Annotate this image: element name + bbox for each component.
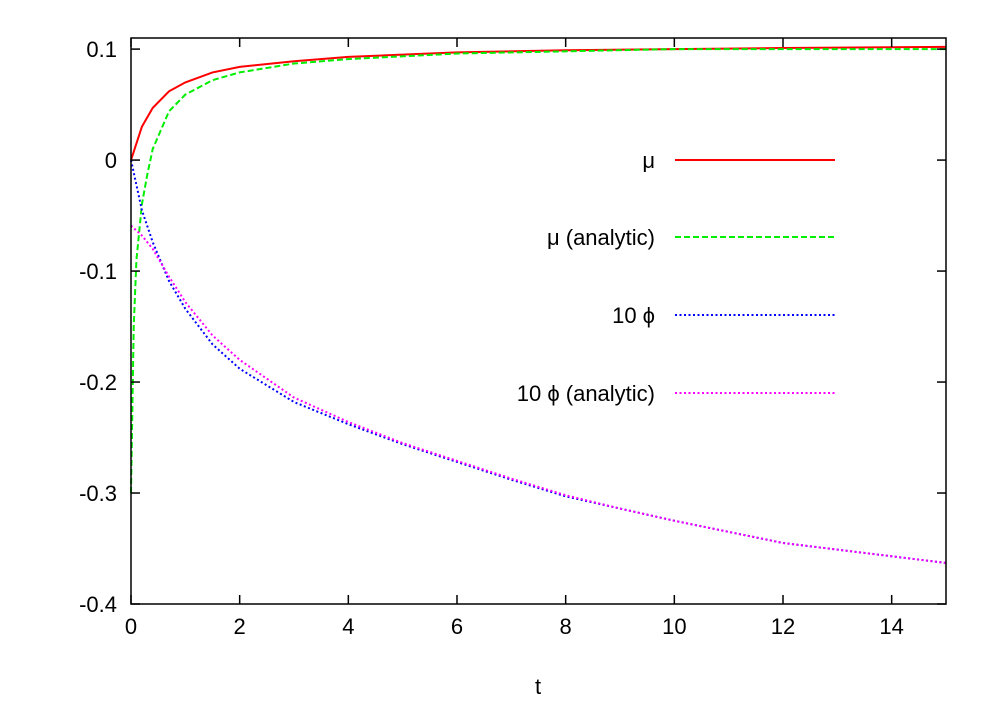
y-tick-label: -0.3 bbox=[79, 481, 117, 506]
curves bbox=[130, 45, 947, 564]
y-tick-label: -0.2 bbox=[79, 370, 117, 395]
legend-label: μ bbox=[642, 148, 655, 173]
x-tick-label: 2 bbox=[234, 614, 246, 639]
x-tick-label: 8 bbox=[560, 614, 572, 639]
legend-label: 10 ϕ (analytic) bbox=[517, 381, 655, 406]
legend: μ μ (analytic) 10 ϕ 10 ϕ (analytic) bbox=[517, 148, 835, 406]
plot-frame bbox=[130, 37, 947, 605]
x-tick-label: 10 bbox=[662, 614, 686, 639]
series-line-3 bbox=[130, 224, 947, 564]
y-tick-label: -0.4 bbox=[79, 592, 117, 617]
series-line-1 bbox=[130, 48, 946, 494]
y-tick-label: 0 bbox=[105, 148, 117, 173]
series-line-2 bbox=[130, 159, 947, 564]
y-tick-label: 0.1 bbox=[86, 37, 117, 62]
series-line-0 bbox=[130, 45, 947, 161]
axis-ticks: 0 2 4 6 8 10 12 14 0.1 0 -0.1 -0.2 -0.3 -0.4 bbox=[79, 37, 946, 639]
x-tick-label: 6 bbox=[451, 614, 463, 639]
x-tick-label: 0 bbox=[125, 614, 137, 639]
x-tick-label: 4 bbox=[342, 614, 354, 639]
x-axis-label: t bbox=[535, 674, 541, 699]
legend-label: μ (analytic) bbox=[547, 225, 655, 250]
legend-label: 10 ϕ bbox=[612, 303, 655, 328]
y-tick-label: -0.1 bbox=[79, 259, 117, 284]
x-tick-label: 12 bbox=[771, 614, 795, 639]
x-tick-label: 14 bbox=[879, 614, 903, 639]
